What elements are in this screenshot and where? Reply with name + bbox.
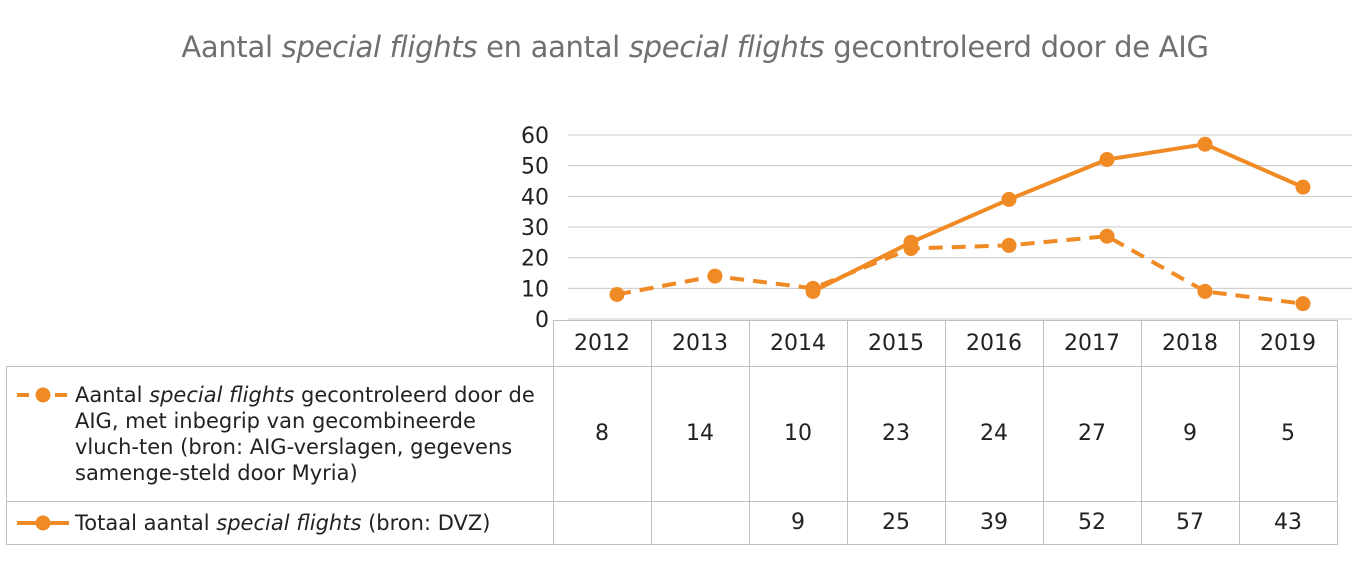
x-tick-label: 2018 xyxy=(1140,320,1240,367)
data-label: 10 xyxy=(748,365,848,502)
title-part-1: Aantal xyxy=(181,30,282,64)
data-label: 39 xyxy=(944,500,1044,545)
title-part-3: gecontroleerd door de AIG xyxy=(824,30,1209,64)
y-tick-label: 60 xyxy=(521,124,549,149)
legend-dashed-line-marker-icon xyxy=(15,382,75,408)
data-label: 23 xyxy=(846,365,946,502)
series-1-line xyxy=(616,234,1304,306)
title-part-2: en aantal xyxy=(477,30,629,64)
series-1-point xyxy=(1197,283,1213,299)
legend-entry-series-1: Aantal special flights gecontroleerd doo… xyxy=(6,365,554,502)
series-1-point xyxy=(1001,237,1017,253)
table-header-row: 2012 2013 2014 2015 2016 2017 2018 2019 xyxy=(6,320,1338,367)
series-2-point xyxy=(1295,179,1311,195)
x-tick-label: 2015 xyxy=(846,320,946,367)
series-1-point xyxy=(707,268,723,284)
table-row-series-1: Aantal special flights gecontroleerd doo… xyxy=(6,365,1338,502)
data-label: 9 xyxy=(1140,365,1240,502)
table-row-series-2: Totaal aantal special flights (bron: DVZ… xyxy=(6,500,1338,545)
data-label xyxy=(650,500,750,545)
title-italic-2: special flights xyxy=(628,30,825,64)
data-label: 5 xyxy=(1238,365,1338,502)
legend-entry-series-2: Totaal aantal special flights (bron: DVZ… xyxy=(6,500,554,545)
data-label: 9 xyxy=(748,500,848,545)
series-1-point xyxy=(1295,296,1311,312)
data-label: 27 xyxy=(1042,365,1142,502)
x-tick-label: 2016 xyxy=(944,320,1044,367)
data-table: 2012 2013 2014 2015 2016 2017 2018 2019 … xyxy=(6,320,1338,545)
y-tick-label: 20 xyxy=(521,247,549,272)
title-italic-1: special flights xyxy=(281,30,478,64)
x-tick-label: 2012 xyxy=(552,320,652,367)
chart-title: Aantal special flights en aantal special… xyxy=(0,30,1355,64)
series-1-point xyxy=(1099,228,1115,244)
series-2-point xyxy=(805,283,821,299)
series-2-point xyxy=(1099,152,1115,168)
data-label: 57 xyxy=(1140,500,1240,545)
series-2-point xyxy=(1001,191,1017,207)
y-tick-label: 30 xyxy=(521,216,549,241)
series-2-line xyxy=(812,142,1304,294)
y-tick-label: 50 xyxy=(521,155,549,180)
legend-label-series-2: Totaal aantal special flights (bron: DVZ… xyxy=(75,510,491,535)
x-tick-label: 2017 xyxy=(1042,320,1142,367)
gridlines xyxy=(568,134,1352,320)
data-label: 8 xyxy=(552,365,652,502)
series-points xyxy=(609,136,1311,312)
data-label xyxy=(552,500,652,545)
data-label: 14 xyxy=(650,365,750,502)
data-label: 25 xyxy=(846,500,946,545)
x-tick-label: 2014 xyxy=(748,320,848,367)
data-label: 52 xyxy=(1042,500,1142,545)
series-lines xyxy=(616,142,1304,306)
series-1-point xyxy=(609,286,625,302)
x-tick-label: 2019 xyxy=(1238,320,1338,367)
data-label: 24 xyxy=(944,365,1044,502)
y-tick-label: 10 xyxy=(521,277,549,302)
data-label: 43 xyxy=(1238,500,1338,545)
x-tick-label: 2013 xyxy=(650,320,750,367)
series-2-point xyxy=(1197,136,1213,152)
table-corner xyxy=(6,320,554,367)
series-2-point xyxy=(903,234,919,250)
legend-label-series-1: Aantal special flights gecontroleerd doo… xyxy=(75,382,535,485)
legend-solid-line-marker-icon xyxy=(15,510,75,536)
y-tick-label: 40 xyxy=(521,185,549,210)
